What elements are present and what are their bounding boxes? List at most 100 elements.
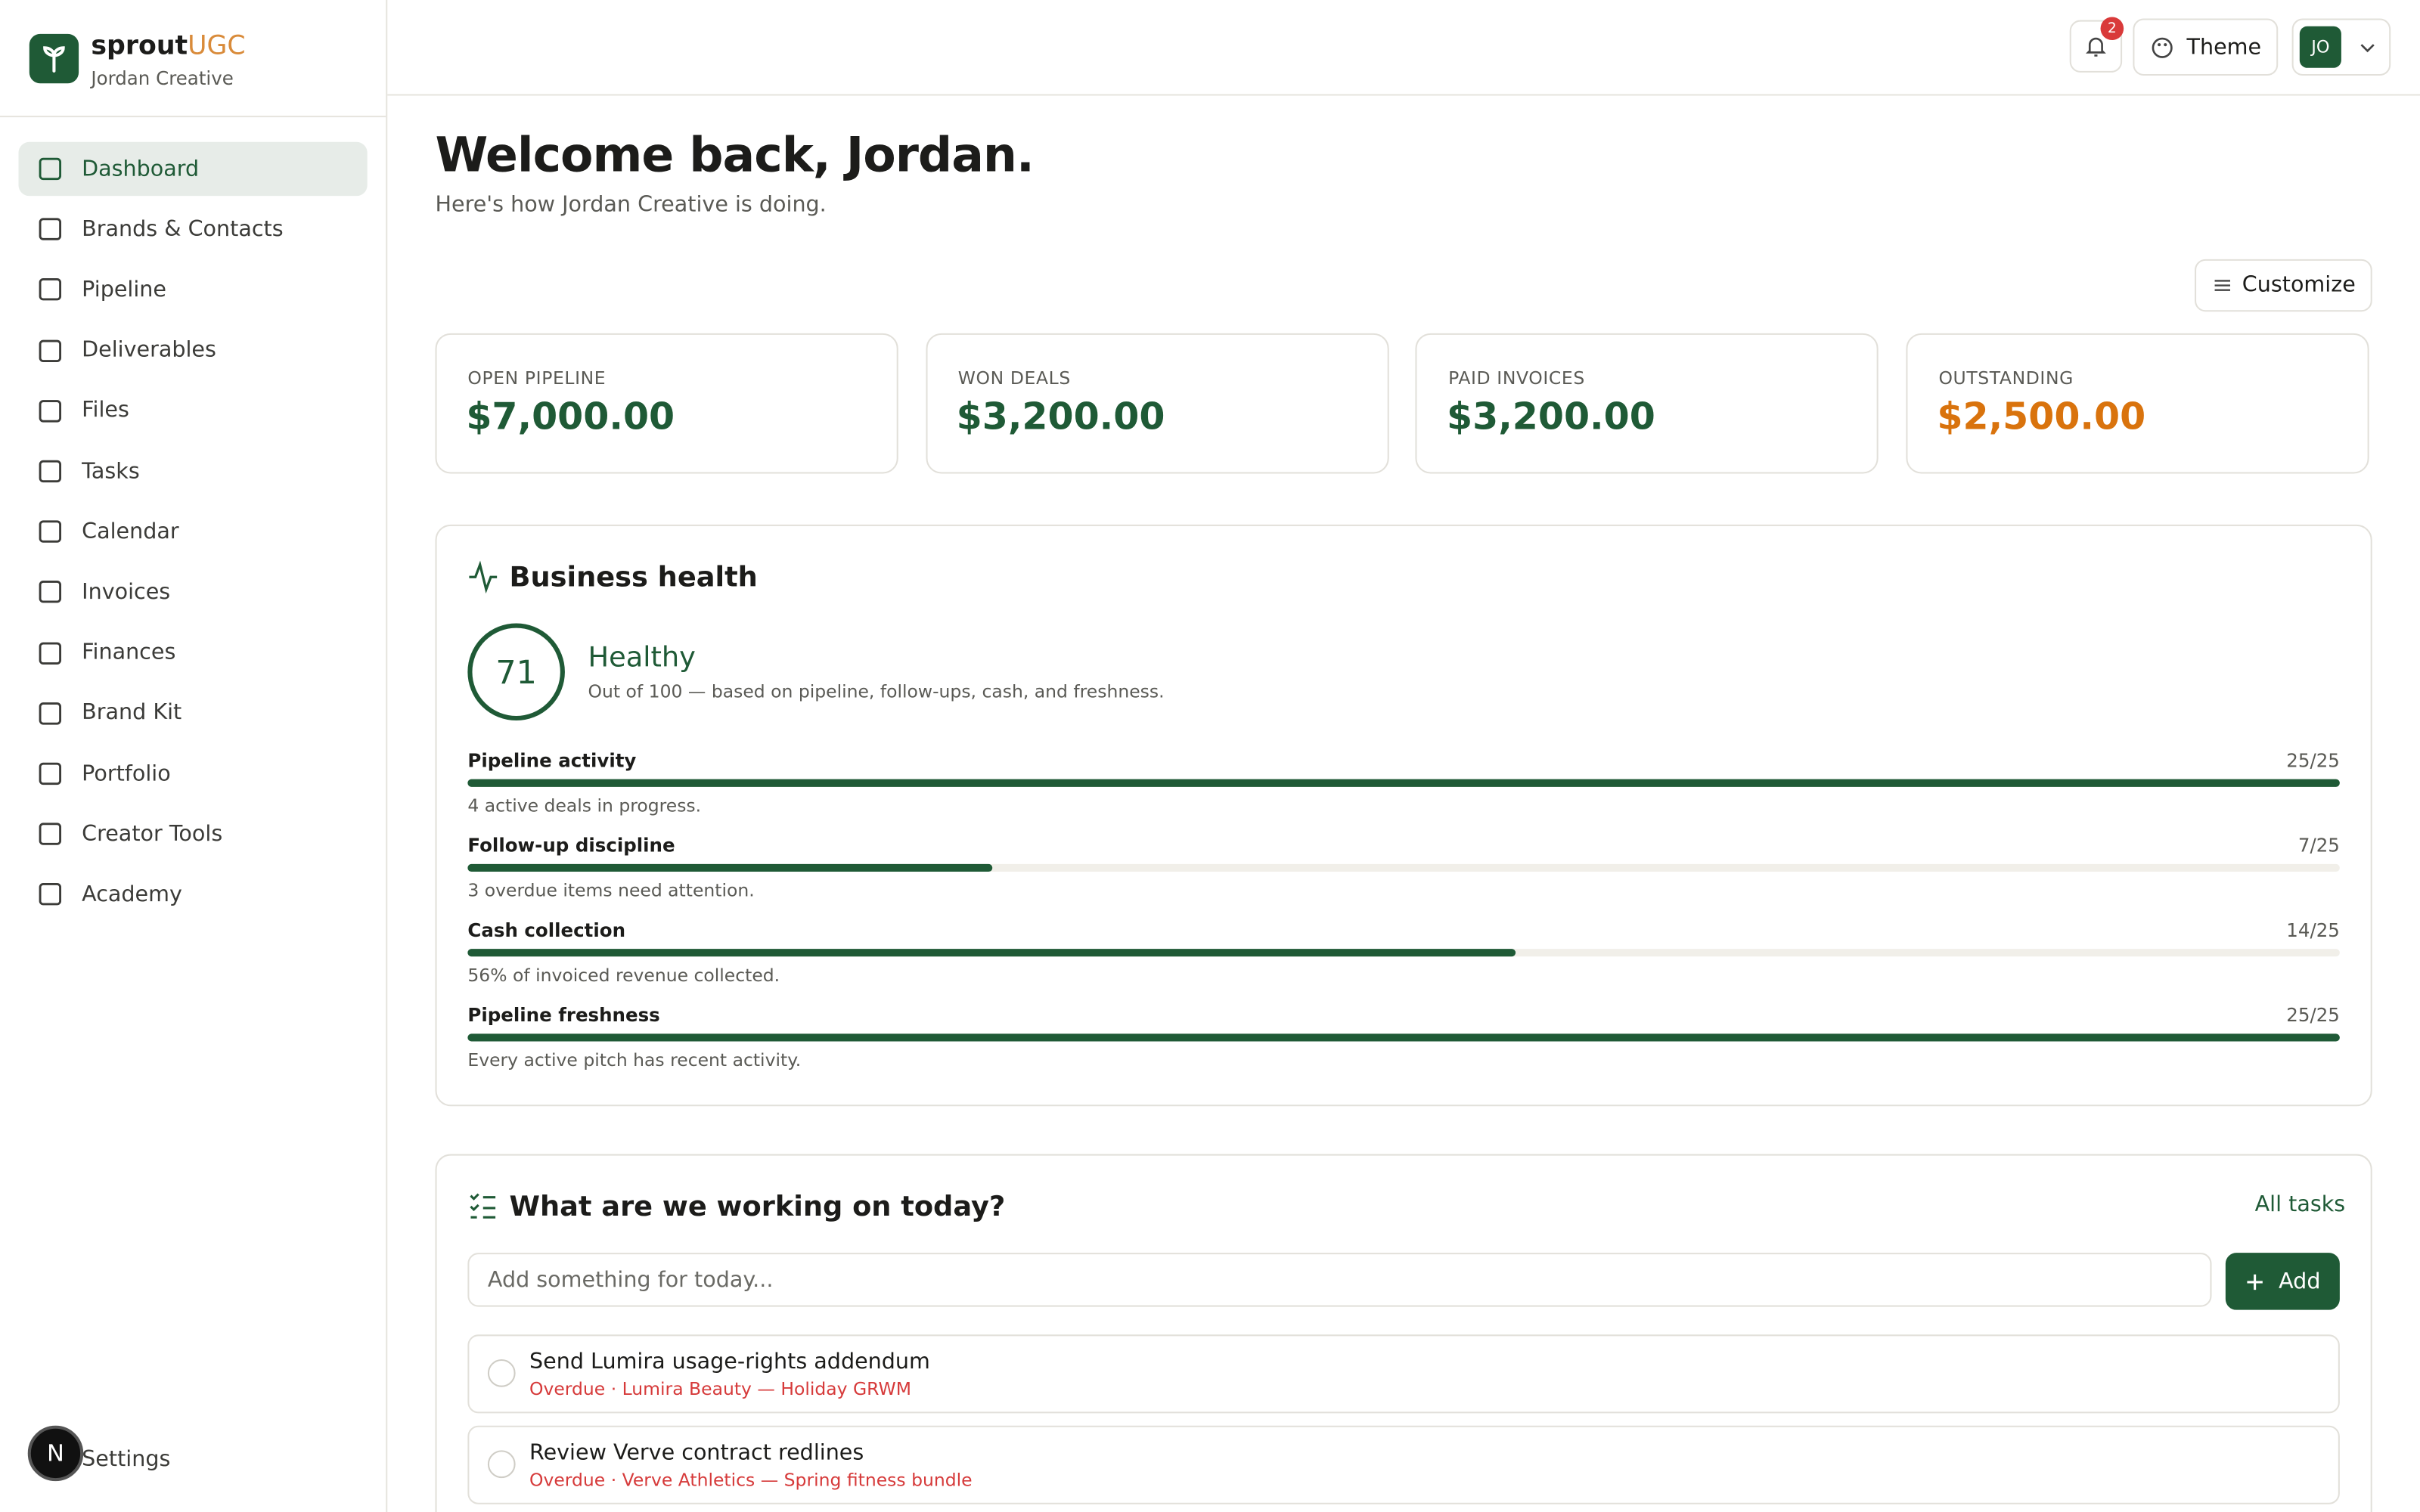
stat-value: $2,500.00	[1937, 395, 2146, 438]
nav-item[interactable]: Files	[18, 384, 367, 438]
task-title: Review Verve contract redlines	[529, 1441, 864, 1466]
nav-item[interactable]: Finances	[18, 626, 367, 680]
task-meta: Overdue · Lumira Beauty — Holiday GRWM	[529, 1377, 912, 1400]
nav-label: Tasks	[82, 459, 140, 484]
page-subtitle: Here's how Jordan Creative is doing.	[435, 193, 827, 218]
logo-icon	[43, 46, 65, 73]
stat-value: $7,000.00	[466, 395, 675, 438]
brand: sproutUGC	[91, 31, 245, 62]
stat-card	[925, 333, 1389, 474]
nav-label: Dashboard	[82, 156, 200, 181]
factor-name: Follow-up discipline	[467, 835, 675, 857]
nav-item[interactable]: Brand Kit	[18, 686, 367, 740]
factor-detail: 4 active deals in progress.	[467, 795, 702, 816]
nav-item[interactable]: Pipeline	[18, 263, 367, 317]
nav-icon	[39, 581, 62, 604]
divider	[0, 116, 386, 118]
nav-label: Deliverables	[82, 338, 216, 363]
nav-label: Brands & Contacts	[82, 217, 284, 242]
logo[interactable]	[29, 33, 79, 84]
palette-icon	[2152, 36, 2173, 57]
nav-label: Brand Kit	[82, 701, 182, 726]
nav-label: Pipeline	[82, 277, 166, 302]
task-meta: Overdue · Verve Athletics — Spring fitne…	[529, 1468, 973, 1491]
add-label: Add	[2279, 1269, 2321, 1294]
stat-label: OUTSTANDING	[1938, 367, 2074, 389]
brand-main: sprout	[91, 30, 188, 62]
nav-icon	[39, 702, 62, 725]
task-item[interactable]	[467, 1334, 2340, 1414]
task-item[interactable]	[467, 1425, 2340, 1504]
nav-item[interactable]: Creator Tools	[18, 807, 367, 861]
stat-label: OPEN PIPELINE	[467, 367, 607, 389]
task-checkbox[interactable]	[487, 1359, 516, 1387]
factor-track	[467, 863, 2340, 872]
sidebar: sproutUGC Jordan Creative Dashboard Brand…	[0, 0, 388, 1512]
factor-score: 25/25	[2286, 1004, 2340, 1027]
nav-icon	[39, 883, 62, 906]
nav-label: Creator Tools	[82, 822, 223, 847]
nav-item[interactable]: Portfolio	[18, 747, 367, 801]
chevron	[2360, 43, 2375, 52]
nav-icon	[39, 278, 62, 302]
bell-icon	[2086, 37, 2106, 57]
stat-card	[1416, 333, 1879, 474]
nav-item[interactable]: Dashboard	[18, 141, 368, 197]
workspace: Jordan Creative	[91, 67, 234, 90]
nav-icon	[39, 460, 62, 483]
factor-detail: 3 overdue items need attention.	[467, 879, 755, 901]
notification-badge: 2	[2100, 17, 2124, 41]
factor-detail: Every active pitch has recent activity.	[467, 1049, 802, 1071]
stat-value: $3,200.00	[956, 395, 1165, 438]
dev-indicator[interactable]: N	[27, 1425, 84, 1482]
tasks-icon	[470, 1193, 496, 1219]
factor-detail: 56% of invoiced revenue collected.	[467, 964, 780, 987]
nav-label: Calendar	[82, 519, 179, 544]
factor-bar	[467, 949, 1516, 957]
page-title: Welcome back, Jordan.	[435, 128, 1035, 184]
theme-label: Theme	[2186, 34, 2262, 60]
nav-label: Finances	[82, 640, 176, 665]
factor-bar	[467, 1033, 2340, 1042]
settings[interactable]: Settings	[82, 1447, 171, 1472]
all-tasks-link[interactable]: All tasks	[2254, 1192, 2346, 1218]
brand-accent: UGC	[188, 30, 246, 62]
factor-score: 7/25	[2297, 835, 2340, 857]
nav-item[interactable]: Deliverables	[18, 324, 367, 377]
stat-card	[435, 333, 898, 474]
account-button[interactable]: JO	[2291, 18, 2391, 76]
factor-score: 25/25	[2286, 749, 2340, 772]
nav-label: Portfolio	[82, 761, 171, 786]
activity-icon	[469, 560, 498, 594]
nav-icon	[39, 823, 62, 846]
stat-card	[1906, 333, 2369, 474]
stat-value: $3,200.00	[1447, 395, 1655, 438]
stat-label: PAID INVOICES	[1448, 367, 1585, 389]
theme-button[interactable]: Theme	[2133, 18, 2279, 76]
factor-bar	[467, 863, 992, 872]
task-checkbox[interactable]	[487, 1450, 516, 1479]
nav-item[interactable]: Calendar	[18, 505, 367, 559]
customize-label: Customize	[2242, 273, 2356, 298]
nav-item[interactable]: Tasks	[18, 445, 367, 498]
avatar: JO	[2299, 26, 2341, 68]
customize-button[interactable]: Customize	[2195, 259, 2372, 312]
nav-icon	[39, 157, 62, 181]
task-title: Send Lumira usage-rights addendum	[529, 1349, 930, 1375]
health-card	[435, 524, 2372, 1107]
nav-item[interactable]: Academy	[18, 868, 367, 922]
health-note: Out of 100 — based on pipeline, follow-u…	[588, 680, 1165, 702]
factor-score: 14/25	[2286, 919, 2340, 941]
nav-label: Academy	[82, 882, 182, 907]
nav-icon	[39, 762, 62, 785]
task-input[interactable]: Add something for today...	[467, 1253, 2212, 1307]
nav-item[interactable]: Brands & Contacts	[18, 203, 367, 256]
factor-name: Pipeline activity	[467, 749, 637, 772]
nav-item[interactable]: Invoices	[18, 565, 367, 619]
factor-name: Pipeline freshness	[467, 1004, 660, 1027]
add-button[interactable]: Add	[2225, 1253, 2340, 1310]
factor-name: Cash collection	[467, 919, 626, 941]
